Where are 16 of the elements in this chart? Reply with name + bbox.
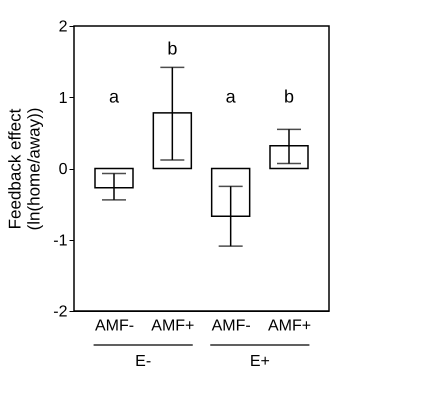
x-tick-label: AMF- bbox=[94, 318, 134, 334]
x-tick-label: AMF+ bbox=[151, 318, 194, 334]
x-tick-label: AMF+ bbox=[268, 318, 312, 334]
annotation: a bbox=[108, 86, 120, 106]
y-tick-label: 1 bbox=[58, 90, 68, 107]
y-tick-label: 2 bbox=[58, 18, 68, 36]
annotation: b bbox=[284, 86, 294, 106]
x-tick-label: AMF- bbox=[212, 318, 251, 334]
text: E+ bbox=[250, 353, 270, 370]
y-tick-label: 0 bbox=[58, 161, 68, 178]
annotation: a bbox=[226, 86, 237, 106]
annotation: b bbox=[167, 38, 178, 59]
y-tick-label: -2 bbox=[53, 304, 68, 320]
text: E- bbox=[135, 353, 152, 370]
y-axis-title: Feedback effect (ln(home/away)) bbox=[5, 108, 44, 230]
y-tick-label: -1 bbox=[53, 232, 68, 250]
